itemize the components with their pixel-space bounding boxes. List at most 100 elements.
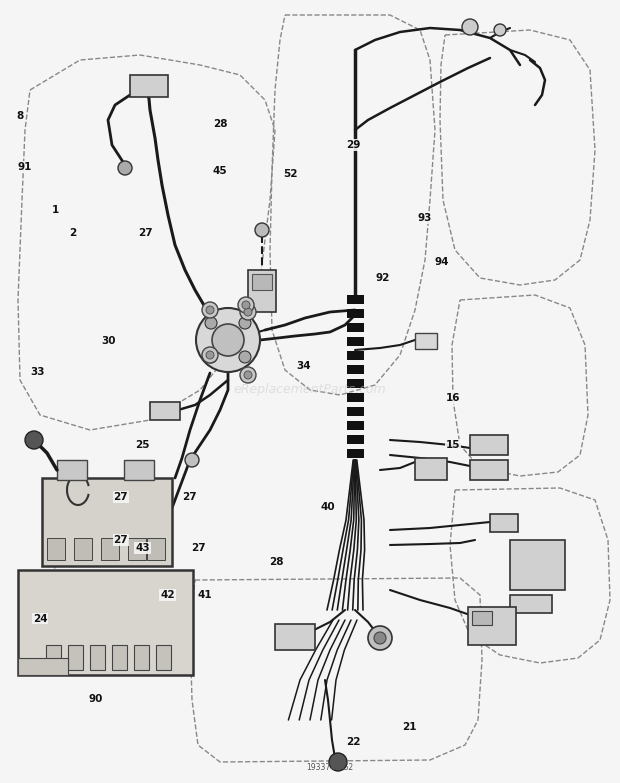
Bar: [347, 295, 364, 304]
Text: 41: 41: [197, 590, 212, 600]
Text: 16: 16: [445, 393, 460, 402]
Circle shape: [329, 753, 347, 771]
Circle shape: [118, 161, 132, 175]
Circle shape: [205, 351, 217, 363]
Bar: [112, 645, 127, 670]
Bar: [510, 540, 565, 590]
Circle shape: [494, 24, 506, 36]
Text: 21: 21: [402, 722, 417, 731]
Bar: [347, 407, 364, 416]
Text: eReplacementParts.com: eReplacementParts.com: [234, 384, 386, 396]
Text: 45: 45: [213, 166, 228, 175]
Circle shape: [462, 19, 478, 35]
Bar: [510, 595, 552, 613]
Bar: [248, 270, 276, 312]
Bar: [252, 274, 272, 290]
Text: 27: 27: [191, 543, 206, 553]
Bar: [18, 658, 68, 675]
Text: 52: 52: [283, 169, 298, 179]
Bar: [347, 421, 364, 430]
Circle shape: [239, 351, 251, 363]
Circle shape: [196, 308, 260, 372]
Bar: [130, 75, 168, 97]
Text: 27: 27: [113, 493, 128, 502]
Text: 91: 91: [17, 162, 32, 171]
Bar: [90, 645, 105, 670]
Text: 1: 1: [52, 205, 60, 215]
Circle shape: [202, 347, 218, 363]
Bar: [150, 402, 180, 420]
Text: 29: 29: [346, 140, 361, 150]
Bar: [42, 478, 172, 566]
Text: 34: 34: [296, 362, 311, 371]
Bar: [124, 460, 154, 480]
Text: 15: 15: [445, 440, 460, 449]
Text: 2: 2: [69, 228, 77, 237]
Circle shape: [368, 626, 392, 650]
Circle shape: [240, 304, 256, 320]
Text: 30: 30: [101, 336, 116, 345]
Bar: [347, 337, 364, 346]
Circle shape: [206, 351, 214, 359]
Text: 94: 94: [434, 258, 449, 267]
Circle shape: [25, 431, 43, 449]
Text: 28: 28: [268, 557, 283, 567]
Bar: [68, 645, 83, 670]
Text: 28: 28: [213, 119, 228, 128]
Text: 93: 93: [417, 213, 432, 222]
Bar: [347, 379, 364, 388]
Text: 43: 43: [135, 543, 150, 553]
Bar: [74, 538, 92, 560]
Bar: [347, 351, 364, 360]
Bar: [415, 333, 437, 349]
Bar: [347, 309, 364, 318]
Text: 27: 27: [182, 493, 197, 502]
Bar: [156, 645, 171, 670]
Bar: [128, 538, 146, 560]
Bar: [46, 645, 61, 670]
Text: 27: 27: [113, 536, 128, 545]
Bar: [347, 449, 364, 458]
Text: 193374-PG2: 193374-PG2: [306, 763, 353, 773]
Bar: [347, 323, 364, 332]
Text: 42: 42: [160, 590, 175, 600]
Bar: [147, 538, 165, 560]
Circle shape: [206, 306, 214, 314]
Text: 25: 25: [135, 440, 150, 449]
Circle shape: [255, 223, 269, 237]
Text: 22: 22: [346, 738, 361, 747]
Bar: [470, 435, 508, 455]
Circle shape: [240, 367, 256, 383]
Text: 40: 40: [320, 503, 335, 512]
Bar: [275, 624, 315, 650]
Circle shape: [212, 324, 244, 356]
Circle shape: [205, 317, 217, 329]
Circle shape: [239, 317, 251, 329]
Bar: [470, 460, 508, 480]
Bar: [468, 607, 516, 645]
Bar: [57, 460, 87, 480]
Bar: [415, 458, 447, 480]
Circle shape: [244, 308, 252, 316]
Bar: [490, 514, 518, 532]
Circle shape: [238, 297, 254, 313]
Circle shape: [244, 371, 252, 379]
Bar: [347, 365, 364, 374]
Circle shape: [374, 632, 386, 644]
Bar: [47, 538, 65, 560]
Text: 24: 24: [33, 614, 48, 623]
Text: 27: 27: [138, 229, 153, 238]
Bar: [347, 435, 364, 444]
Text: 92: 92: [376, 273, 391, 283]
Bar: [101, 538, 119, 560]
Circle shape: [202, 302, 218, 318]
Bar: [347, 393, 364, 402]
Circle shape: [185, 453, 199, 467]
Text: 90: 90: [89, 695, 104, 704]
Circle shape: [242, 301, 250, 309]
Bar: [18, 570, 193, 675]
Bar: [134, 645, 149, 670]
Bar: [472, 611, 492, 625]
Text: 33: 33: [30, 367, 45, 377]
Text: 8: 8: [17, 111, 24, 121]
